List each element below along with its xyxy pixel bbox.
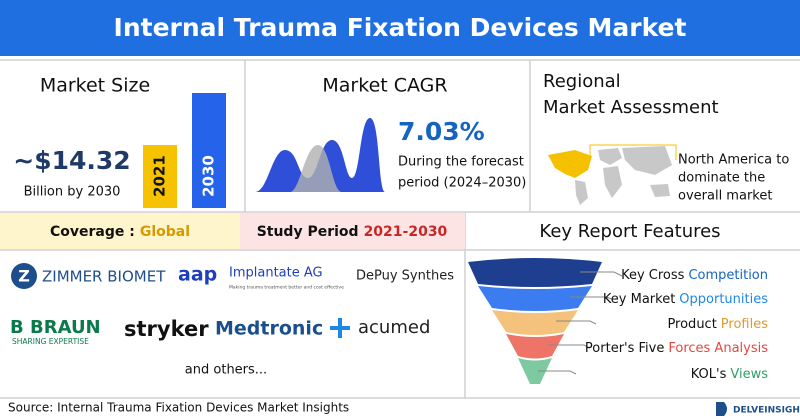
logo-icon: Z	[18, 267, 30, 286]
coverage-label: Coverage :	[50, 224, 135, 240]
year-label: 2030	[200, 155, 218, 197]
coverage-band	[0, 213, 240, 249]
logo: ZIMMER BIOMET	[42, 268, 166, 286]
feature-list: Key Cross Competition Key Market Opportunit…	[585, 268, 768, 382]
cagr-caption: During the forecast	[398, 155, 524, 170]
year-bar	[192, 93, 226, 208]
logo: Implantate AG	[229, 266, 323, 281]
funnel	[468, 258, 623, 384]
coverage: Coverage : Global	[50, 224, 190, 240]
feature-lead: Product	[667, 317, 716, 332]
feature-lead: Key Market	[603, 292, 675, 307]
year-label: 2021	[151, 155, 169, 197]
others-note: and others...	[185, 363, 267, 378]
logo: stryker	[124, 317, 209, 341]
market-size-caption: Billion by 2030	[24, 185, 121, 200]
world-map	[548, 144, 677, 205]
year-bar	[143, 145, 177, 208]
wave-graphic	[290, 145, 342, 192]
logo-icon	[330, 318, 350, 338]
regional-title: Market Assessment	[543, 97, 719, 118]
feature-lead: Key Cross	[621, 268, 685, 283]
feature-highlight: Forces Analysis	[668, 341, 768, 356]
study-value: 2021-2030	[364, 224, 448, 240]
feature-item: Key Cross Competition	[621, 268, 768, 283]
regional-caption: dominate the	[678, 171, 765, 186]
header-band	[0, 0, 800, 56]
logo: acumed	[358, 317, 430, 338]
cagr-title: Market CAGR	[322, 75, 447, 97]
regional-caption: overall market	[678, 189, 772, 204]
study-band	[240, 213, 465, 249]
logo-tagline: Making trauma treatment better and cost …	[229, 285, 344, 291]
footer-source: Source: Internal Trauma Fixation Devices…	[8, 401, 349, 415]
feature-highlight: Profiles	[721, 317, 768, 332]
regional-title: Regional	[543, 71, 621, 92]
cagr-value: 7.03%	[398, 117, 485, 146]
cagr-caption: period (2024–2030)	[398, 176, 526, 191]
feature-lead: KOL's	[691, 367, 727, 382]
feature-item: Key Market Opportunities	[603, 292, 768, 307]
wave-graphic	[255, 118, 385, 192]
features-title: Key Report Features	[539, 221, 720, 242]
coverage-value: Global	[140, 224, 190, 240]
logo-tagline: SHARING EXPERTISE	[12, 337, 89, 346]
logo: B BRAUN	[10, 317, 101, 338]
study-label: Study Period	[257, 224, 359, 240]
logo: aap	[178, 264, 217, 286]
header-title: Internal Trauma Fixation Devices Market	[114, 13, 687, 42]
logo: Medtronic	[215, 318, 323, 340]
footer-brand: DELVEINSIGHT	[733, 406, 800, 416]
feature-highlight: Competition	[688, 268, 768, 283]
feature-highlight: Views	[730, 367, 768, 382]
feature-item: Porter's Five Forces Analysis	[585, 341, 768, 356]
feature-item: Product Profiles	[667, 317, 768, 332]
logo: DePuy Synthes	[356, 269, 454, 284]
feature-lead: Porter's Five	[585, 341, 664, 356]
logo-icon	[11, 263, 37, 289]
feature-highlight: Opportunities	[679, 292, 768, 307]
feature-item: KOL's Views	[691, 367, 768, 382]
brand-icon	[716, 402, 727, 416]
regional-caption: North America to	[678, 153, 789, 168]
market-size-value: ~$14.32	[13, 146, 130, 175]
market-size-title: Market Size	[40, 75, 150, 97]
study-period: Study Period 2021-2030	[257, 224, 448, 240]
